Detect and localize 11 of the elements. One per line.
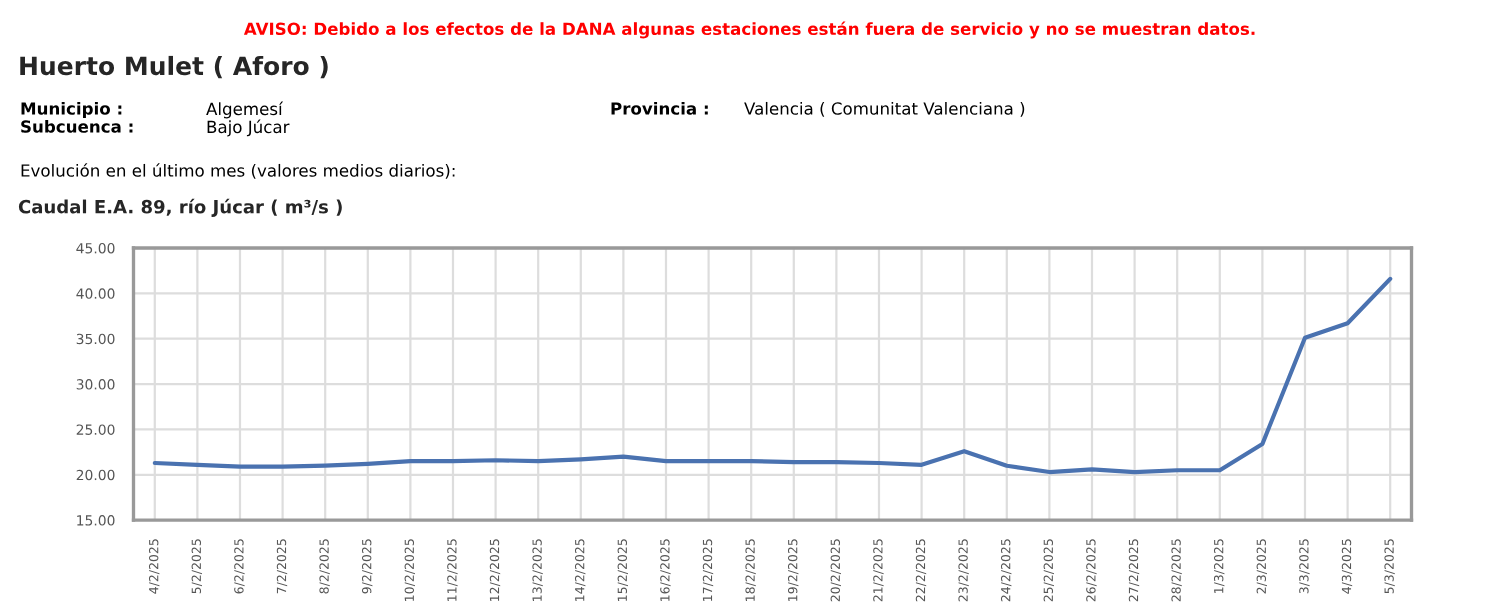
text: Valencia ( Comunitat Valenciana ) — [744, 101, 1025, 117]
text: Subcuenca : — [21, 119, 133, 133]
text: Bajo Júcar — [207, 119, 290, 137]
text: Algemesí — [206, 101, 284, 119]
text: AVISO: Debido a los efectos de la DANA algunas estaciones están fuera de servicio y no se muestran datos. — [243, 21, 1255, 39]
chart-title: Huerto Mulet ( Aforo ) — [20, 55, 328, 79]
chart-subtitle: Caudal E.A. 89, río Júcar ( m³/s ) — [18, 198, 342, 217]
text: Evolución en el último mes (valores medios diarios): — [21, 163, 455, 179]
text: Municipio : — [21, 101, 122, 119]
line-series — [152, 276, 1393, 475]
text: Provincia : — [611, 101, 708, 115]
